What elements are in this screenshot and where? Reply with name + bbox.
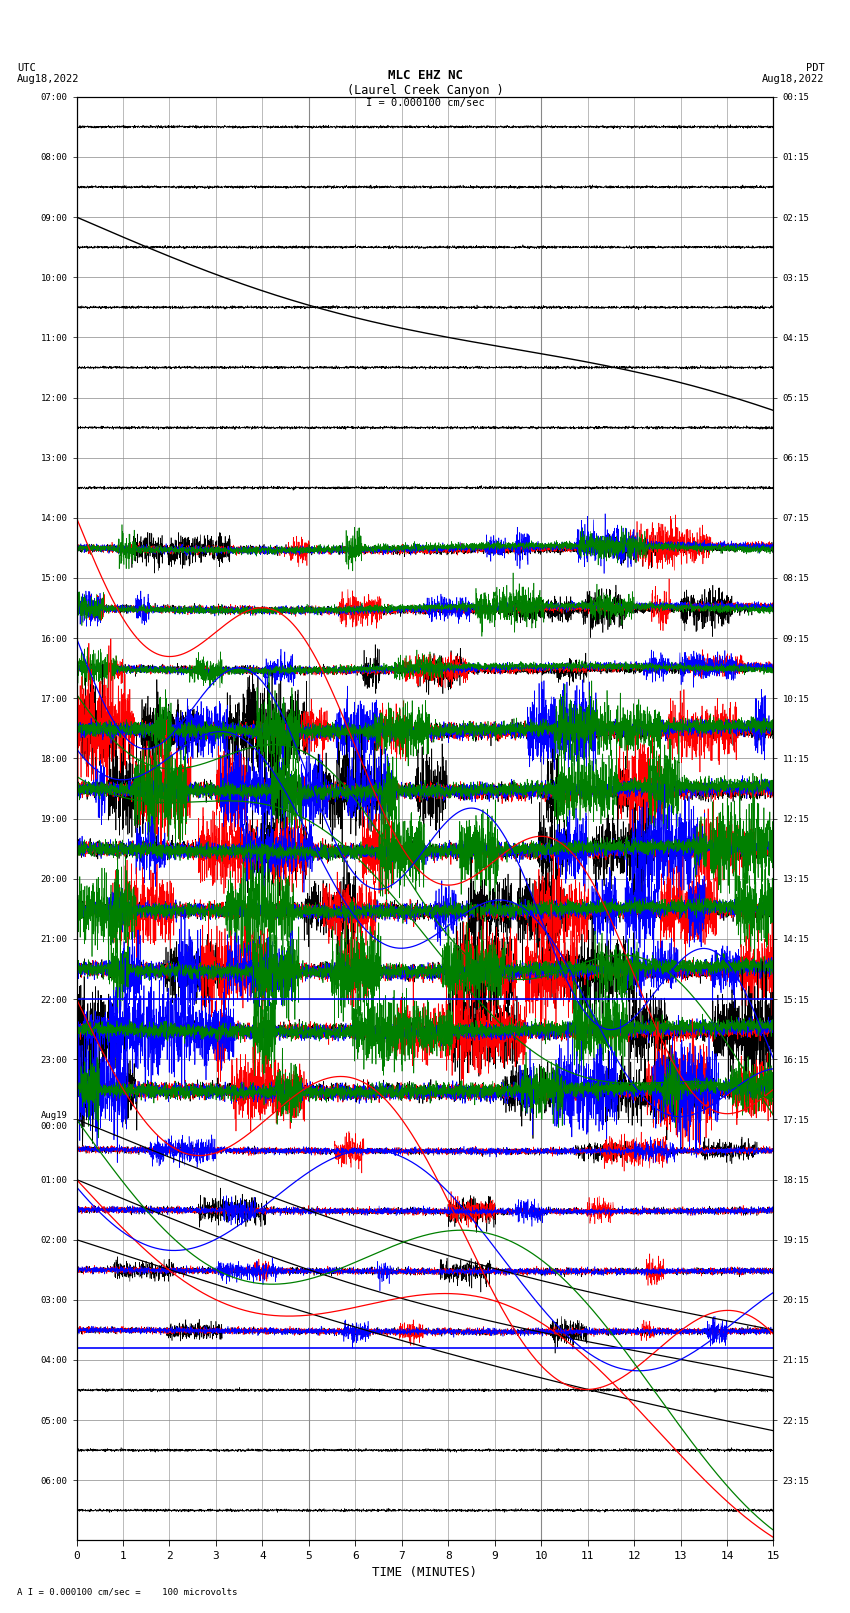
Text: Aug18,2022: Aug18,2022 bbox=[762, 74, 824, 84]
Text: (Laurel Creek Canyon ): (Laurel Creek Canyon ) bbox=[347, 84, 503, 97]
Text: MLC EHZ NC: MLC EHZ NC bbox=[388, 69, 462, 82]
X-axis label: TIME (MINUTES): TIME (MINUTES) bbox=[372, 1566, 478, 1579]
Text: PDT: PDT bbox=[806, 63, 824, 73]
Text: Aug18,2022: Aug18,2022 bbox=[17, 74, 80, 84]
Text: UTC: UTC bbox=[17, 63, 36, 73]
Text: I = 0.000100 cm/sec: I = 0.000100 cm/sec bbox=[366, 98, 484, 108]
Text: A I = 0.000100 cm/sec =    100 microvolts: A I = 0.000100 cm/sec = 100 microvolts bbox=[17, 1587, 237, 1597]
